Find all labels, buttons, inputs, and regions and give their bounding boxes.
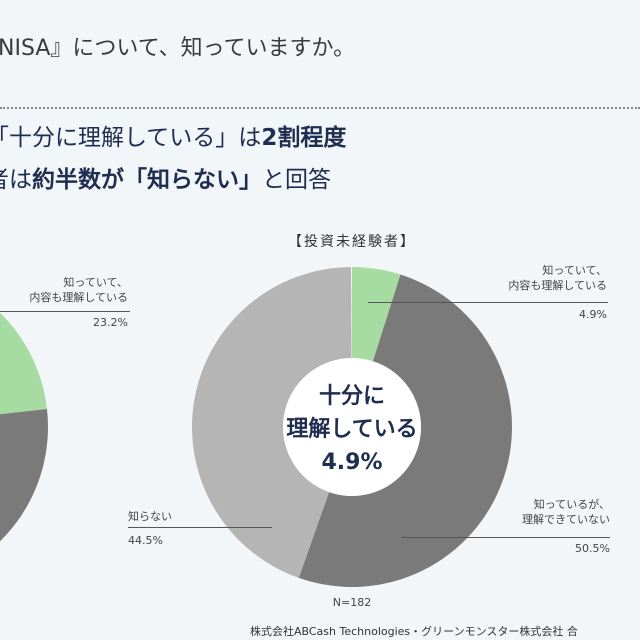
label-line: 内容も理解している <box>29 291 128 304</box>
headline-line-1: 「十分に理解している」は2割程度 <box>0 118 346 152</box>
headline-emphasis: 約半数が「知らない」 <box>32 167 262 193</box>
label-line: 内容も理解している <box>508 279 607 292</box>
headline-text: と回答 <box>262 167 331 193</box>
label-know-not-understand: 知っているが、理解できていない <box>522 497 610 527</box>
value-understand: 4.9% <box>579 308 607 321</box>
headline-emphasis: 2割程度 <box>261 125 347 151</box>
right-donut-hole <box>283 358 421 496</box>
leader-line <box>0 311 130 312</box>
left-donut-segment-0 <box>0 312 47 415</box>
center-line: 十分に <box>318 384 385 409</box>
value-dont-know: 44.5% <box>128 534 163 547</box>
center-callout: 十分に理解している 4.9% <box>286 380 417 479</box>
label-line: 知っているが、 <box>533 498 610 511</box>
right-donut-segment-1 <box>298 274 512 587</box>
right-donut-segment-2 <box>191 267 352 578</box>
left-donut-segment-1 <box>0 408 48 542</box>
sample-size: N=182 <box>332 596 372 609</box>
label-line: 知っていて、 <box>542 264 607 277</box>
leader-line <box>128 527 272 528</box>
headline-text: 「十分に理解している」は <box>0 125 262 151</box>
dotted-divider <box>0 107 640 109</box>
leader-line <box>368 302 608 303</box>
footer-credit: 株式会社ABCash Technologies・グリーンモンスター株式会社 合 <box>250 625 578 638</box>
value-know-not-understand: 50.5% <box>575 542 610 555</box>
center-value: 4.9% <box>321 450 383 475</box>
headline-line-2: 者は約半数が「知らない」と回答 <box>0 160 331 194</box>
label-understand: 知っていて、内容も理解している <box>508 263 607 293</box>
left-value-understand: 23.2% <box>93 316 128 329</box>
chart-title: 【投資未経験者】 <box>288 234 416 250</box>
left-label-understand: 知っていて、内容も理解している <box>29 275 128 305</box>
right-donut-segment-0 <box>352 267 401 362</box>
question-title: NISA』について、知っていますか。 <box>0 36 356 61</box>
center-line: 理解している <box>286 417 418 442</box>
leader-line <box>402 537 610 538</box>
label-line: 知っていて、 <box>63 276 128 289</box>
label-dont-know: 知らない <box>128 510 172 523</box>
label-line: 理解できていない <box>522 513 610 526</box>
headline-text: 者は <box>0 167 32 193</box>
